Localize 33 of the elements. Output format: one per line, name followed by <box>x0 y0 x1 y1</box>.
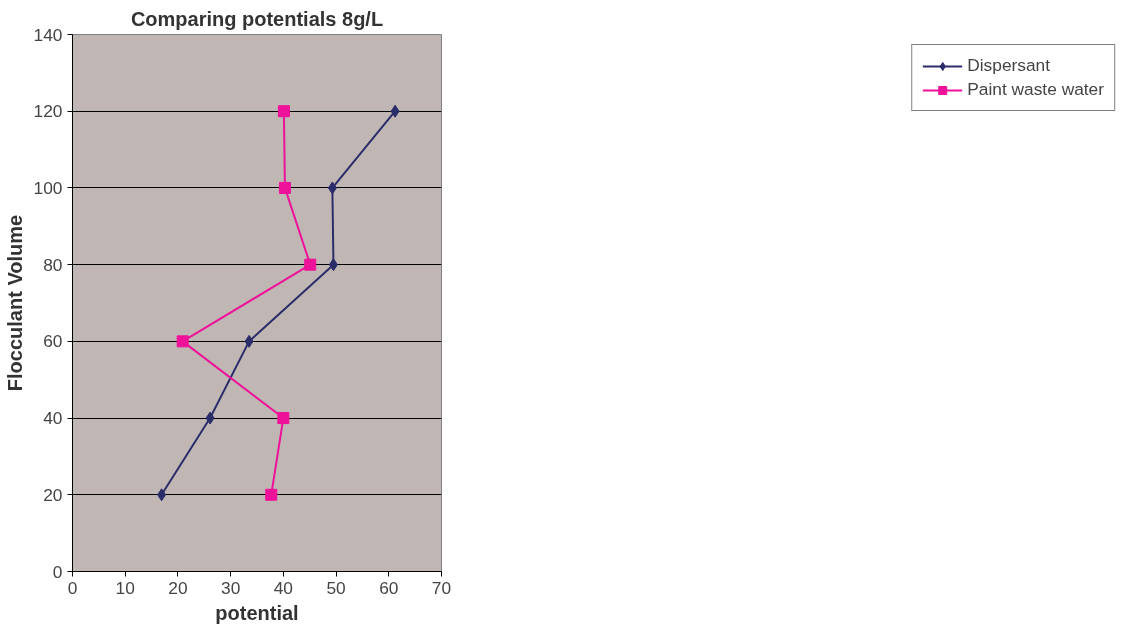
point <box>328 258 338 272</box>
point <box>265 488 278 501</box>
point <box>176 335 189 348</box>
x-tick-label: 20 <box>168 577 188 598</box>
point <box>244 334 254 348</box>
x-tick-label: 30 <box>221 577 241 598</box>
y-tick-label: 80 <box>43 254 63 275</box>
point <box>304 258 317 271</box>
x-tick-label: 50 <box>326 577 346 598</box>
x-axis-title: potential <box>215 601 299 624</box>
y-tick-label: 20 <box>43 484 63 505</box>
point <box>277 412 290 425</box>
y-tick-label: 140 <box>33 24 63 45</box>
legend-label: Dispersant <box>967 55 1051 76</box>
point <box>390 104 400 118</box>
point <box>205 411 215 425</box>
x-tick-label: 0 <box>67 577 78 598</box>
point <box>157 488 167 502</box>
x-tick-label: 70 <box>431 577 452 598</box>
chart-title: Comparing potentials 8g/L <box>130 7 384 30</box>
y-tick-label: 60 <box>43 331 63 352</box>
point <box>278 181 291 194</box>
y-tick-label: 0 <box>52 561 63 582</box>
x-tick-label: 60 <box>379 577 399 598</box>
y-tick-label: 40 <box>43 408 63 429</box>
point <box>327 181 337 195</box>
legend-label: Paint waste water <box>967 79 1104 100</box>
x-tick-label: 40 <box>273 577 293 598</box>
x-tick-label: 10 <box>115 577 135 598</box>
y-axis-title: Flocculant Volume <box>3 214 26 392</box>
y-tick-label: 120 <box>33 101 63 122</box>
point <box>277 105 290 118</box>
y-tick-label: 100 <box>33 177 63 198</box>
